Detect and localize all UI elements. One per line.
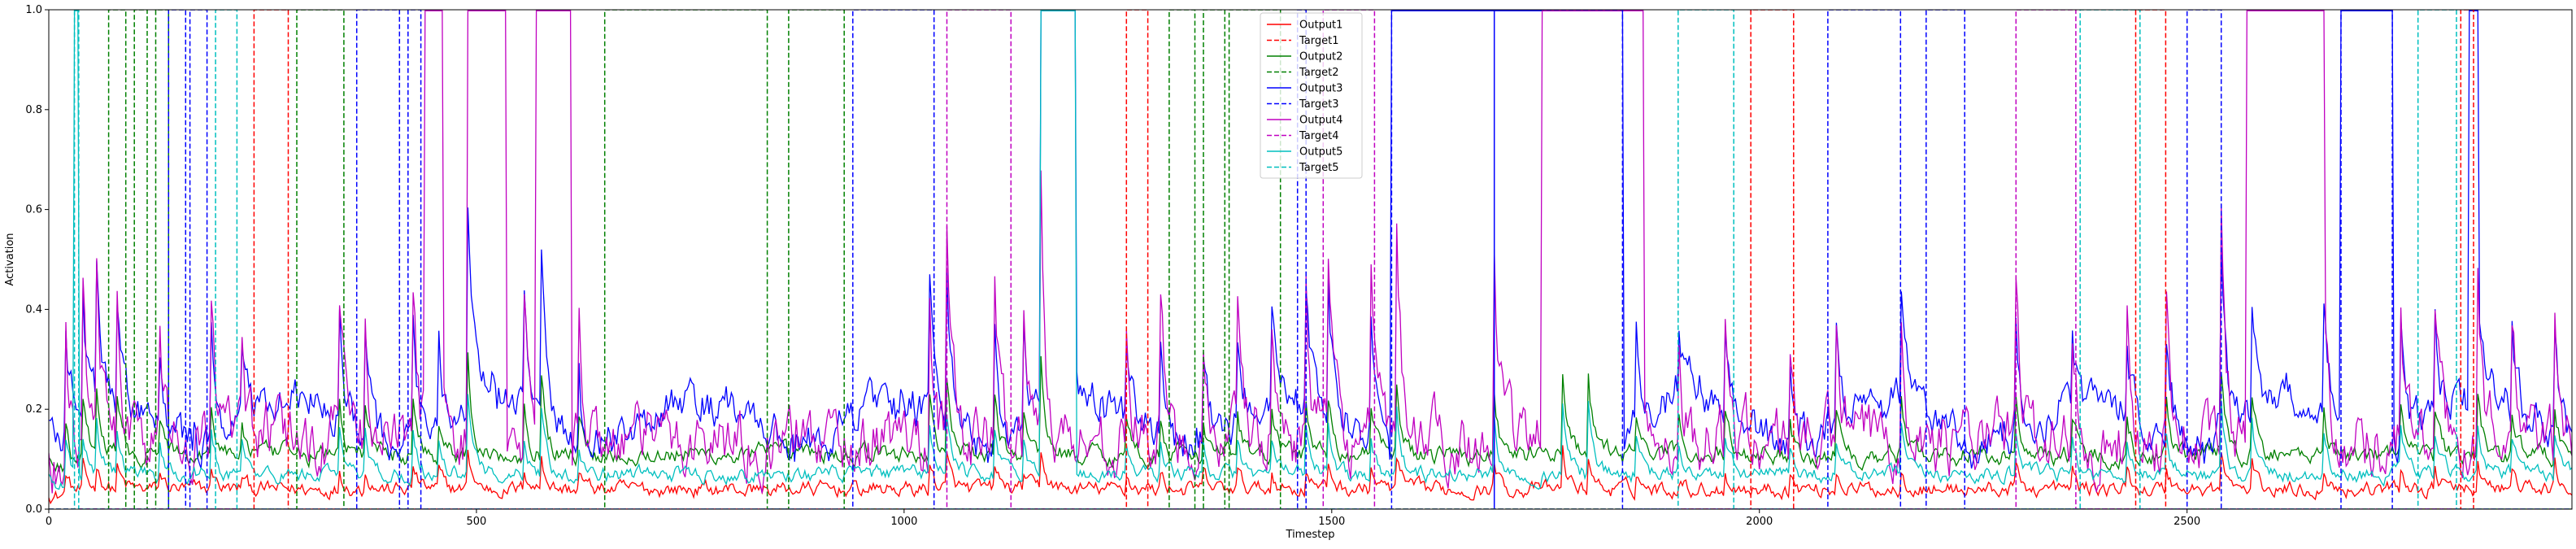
axis-ticks: 0 500 1000 1500 2000 2500 0.0 0.2 0.4 0.6 0.8 1.0 — [25, 4, 2200, 528]
legend-label-output5: Output5 — [1299, 146, 1342, 159]
legend-label-target2: Target2 — [1299, 67, 1339, 79]
y-tick-label: 0.8 — [25, 104, 42, 116]
legend-label-target5: Target5 — [1299, 162, 1339, 174]
x-tick-label: 500 — [467, 516, 487, 528]
series-line-output4 — [49, 10, 2572, 494]
series-line-output1 — [49, 445, 2572, 505]
plot-area — [49, 10, 2572, 509]
y-tick-label: 0.6 — [25, 204, 42, 216]
x-tick-label: 2000 — [1746, 516, 1773, 528]
series-line-target5 — [49, 10, 2572, 509]
legend-label-target4: Target4 — [1299, 130, 1339, 142]
legend-label-output1: Output1 — [1299, 20, 1342, 32]
y-tick-label: 0.0 — [25, 503, 42, 516]
x-tick-label: 2500 — [2174, 516, 2200, 528]
legend-label-output2: Output2 — [1299, 51, 1342, 63]
legend-label-output3: Output3 — [1299, 83, 1342, 95]
legend-label-target3: Target3 — [1299, 98, 1339, 111]
legend-box — [1260, 12, 1363, 179]
y-tick-label: 0.2 — [25, 403, 42, 416]
legend-label-output4: Output4 — [1299, 115, 1342, 127]
series-line-target1 — [49, 10, 2572, 509]
x-axis-label: Timestep — [1286, 529, 1335, 541]
series-line-output5 — [49, 10, 2572, 490]
legend-label-target1: Target1 — [1299, 35, 1339, 47]
series-line-output2 — [49, 352, 2572, 473]
legend: Output1 Target1 Output2 Target2 Output3 Targe… — [1260, 12, 1363, 179]
x-tick-label: 0 — [46, 516, 52, 528]
x-tick-label: 1500 — [1318, 516, 1345, 528]
y-tick-label: 1.0 — [25, 4, 42, 16]
x-tick-label: 1000 — [890, 516, 917, 528]
axes-frame — [48, 9, 2573, 510]
y-tick-label: 0.4 — [25, 303, 42, 316]
y-axis-label: Activation — [4, 233, 16, 285]
